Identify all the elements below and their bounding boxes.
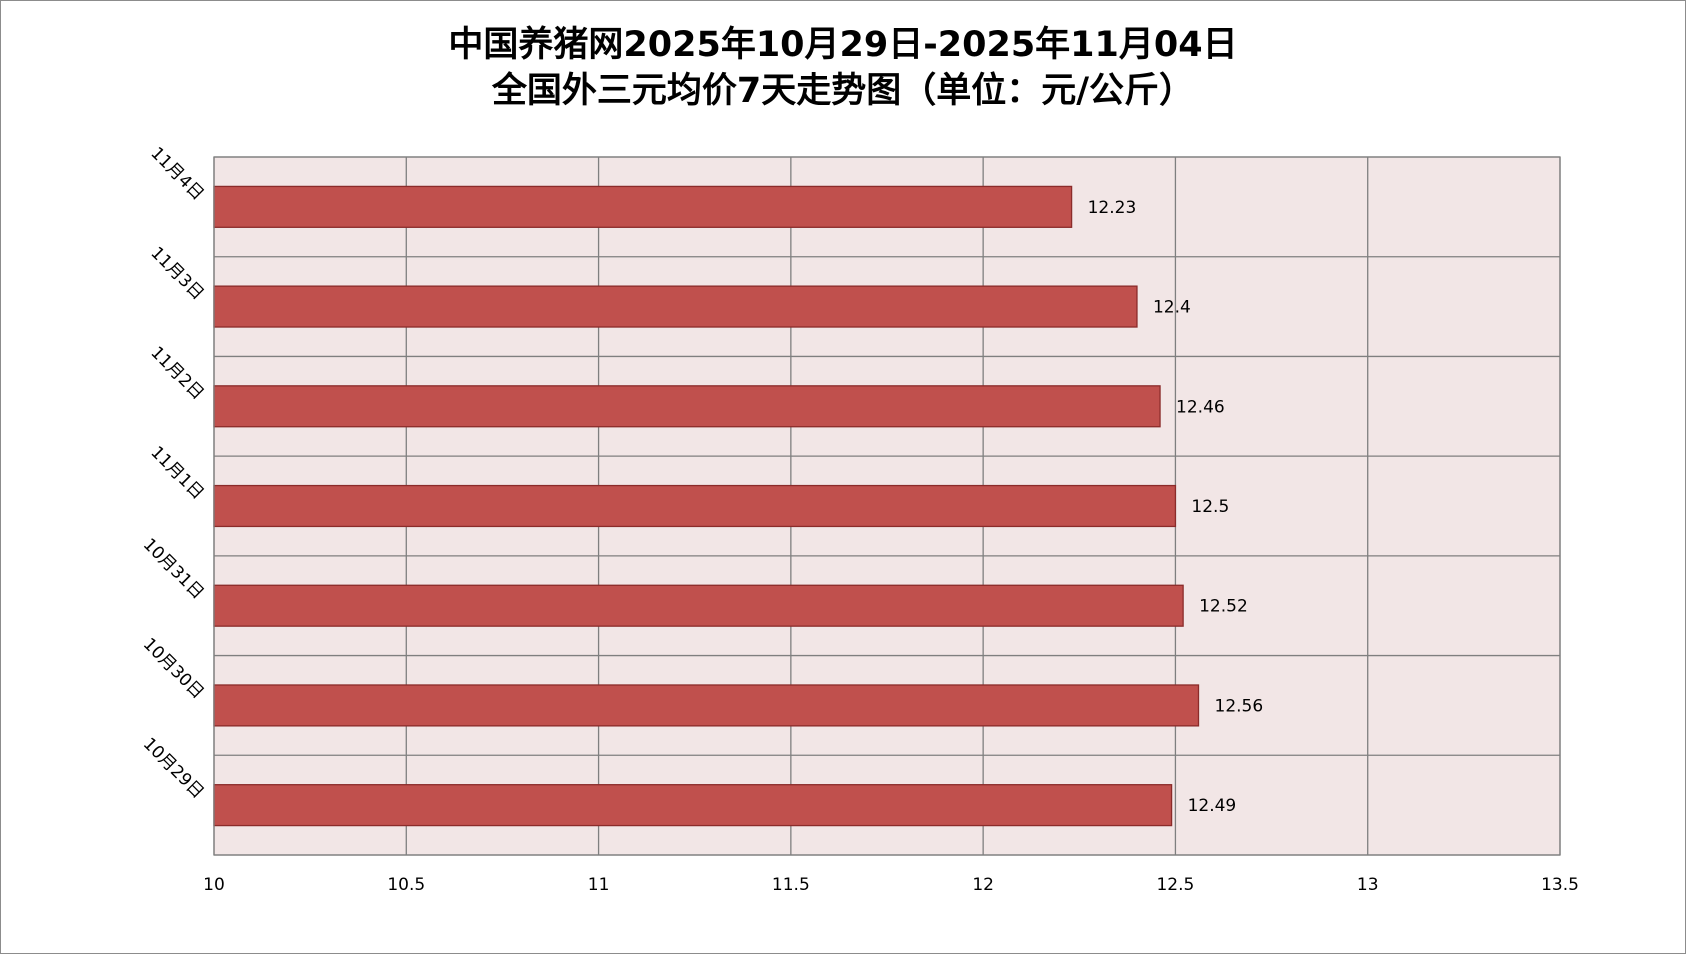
bar (213, 185, 1073, 228)
category-label: 11月2日 (146, 343, 207, 404)
x-tick-label: 13.5 (1541, 875, 1579, 895)
category-label: 10月30日 (139, 634, 208, 703)
x-tick-label: 11.5 (772, 875, 810, 895)
bar (213, 484, 1177, 528)
data-label: 12.46 (1176, 397, 1225, 417)
data-label: 12.52 (1199, 597, 1248, 617)
data-label: 12.49 (1188, 796, 1237, 816)
chart-title-line-2: 全国外三元均价7天走势图（单位：元/公斤） (491, 71, 1195, 111)
category-label: 10月31日 (139, 535, 208, 604)
x-tick-label: 13 (1357, 875, 1379, 895)
x-tick-label: 12 (972, 875, 994, 895)
x-tick-label: 11 (588, 875, 610, 895)
data-label: 12.4 (1153, 298, 1191, 318)
chart-title-line-1: 中国养猪网2025年10月29日-2025年11月04日 (448, 25, 1238, 65)
category-label: 10月29日 (139, 734, 208, 803)
data-label: 12.23 (1088, 198, 1137, 218)
chart-title: 中国养猪网2025年10月29日-2025年11月04日 全国外三元均价7天走势… (0, 22, 1686, 114)
category-label: 11月4日 (146, 143, 207, 204)
data-label: 12.5 (1191, 497, 1229, 517)
category-label: 11月3日 (146, 243, 207, 304)
bar (213, 584, 1184, 627)
bar (213, 684, 1200, 727)
bar (213, 385, 1161, 428)
data-label: 12.56 (1215, 696, 1264, 716)
x-tick-label: 12.5 (1156, 875, 1194, 895)
bar (213, 784, 1173, 827)
x-tick-label: 10 (203, 875, 225, 895)
category-label: 11月1日 (146, 443, 207, 504)
x-tick-label: 10.5 (387, 875, 425, 895)
bar (213, 285, 1138, 328)
plot-border (213, 156, 1561, 856)
